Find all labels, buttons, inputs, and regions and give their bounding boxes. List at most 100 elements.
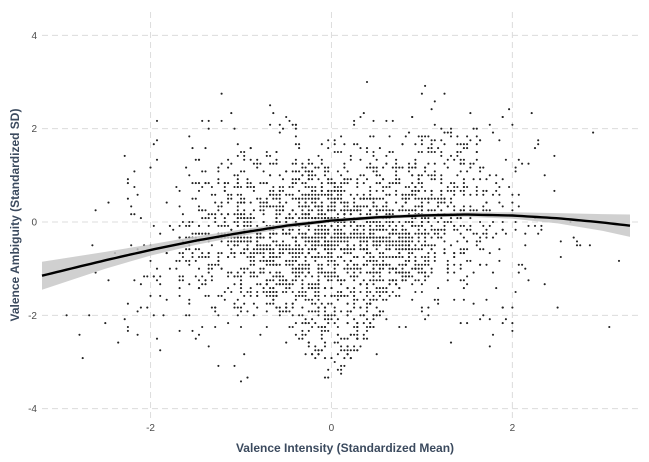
scatter-point (353, 263, 356, 266)
scatter-point (437, 205, 440, 208)
scatter-point (336, 224, 339, 227)
scatter-point (446, 267, 449, 270)
scatter-point (343, 224, 346, 227)
scatter-point (459, 248, 462, 251)
scatter-point (330, 294, 333, 297)
scatter-point (382, 166, 385, 169)
scatter-point (356, 143, 359, 146)
scatter-point (210, 275, 213, 278)
scatter-point (233, 213, 236, 216)
scatter-point (265, 150, 268, 154)
scatter-point (327, 252, 330, 255)
scatter-point (362, 224, 365, 227)
scatter-point (307, 341, 310, 344)
scatter-point (485, 228, 488, 231)
scatter-point (298, 244, 301, 247)
scatter-point (197, 248, 201, 251)
scatter-point (359, 306, 362, 309)
scatter-point (330, 224, 333, 227)
scatter-point (353, 325, 356, 329)
scatter-point (453, 205, 456, 208)
scatter-point (449, 127, 453, 130)
scatter-point (249, 182, 252, 185)
scatter-point (446, 185, 449, 189)
scatter-point (285, 217, 288, 220)
scatter-point (281, 279, 285, 282)
scatter-point (327, 209, 330, 212)
scatter-point (259, 271, 262, 274)
scatter-point (239, 290, 243, 294)
scatter-point (353, 236, 356, 239)
scatter-point (417, 232, 420, 235)
scatter-point (220, 205, 223, 208)
scatter-point (369, 213, 372, 216)
scatter-point (136, 193, 139, 196)
scatter-point (424, 275, 427, 278)
scatter-point (437, 147, 440, 150)
scatter-point (372, 154, 375, 157)
scatter-point (333, 209, 336, 212)
scatter-point (291, 279, 294, 282)
scatter-point (388, 193, 391, 196)
scatter-point (440, 182, 443, 185)
scatter-point (236, 213, 239, 216)
scatter-point (395, 240, 398, 243)
scatter-point (327, 368, 330, 371)
scatter-point (388, 263, 391, 266)
scatter-point (395, 224, 398, 227)
scatter-point (233, 283, 236, 286)
scatter-point (414, 205, 417, 208)
scatter-point (411, 248, 414, 251)
scatter-point (401, 275, 404, 278)
scatter-point (362, 228, 365, 231)
scatter-point (320, 325, 323, 329)
scatter-point (285, 244, 288, 247)
scatter-point (395, 294, 398, 297)
scatter-point (365, 205, 369, 208)
scatter-point (443, 220, 446, 224)
scatter-point (246, 224, 249, 227)
fit-line-layer (41, 213, 631, 277)
scatter-point (449, 220, 453, 224)
scatter-point (372, 275, 375, 278)
scatter-point (236, 240, 239, 243)
scatter-point (155, 337, 159, 340)
scatter-point (498, 248, 501, 251)
scatter-point (437, 298, 440, 301)
scatter-point (269, 154, 272, 157)
scatter-point (333, 139, 336, 142)
scatter-point (369, 135, 372, 138)
scatter-point (197, 189, 201, 192)
scatter-point (365, 337, 369, 340)
scatter-point (424, 279, 427, 282)
scatter-point (391, 244, 394, 247)
scatter-point (349, 232, 352, 235)
scatter-point (401, 205, 404, 208)
scatter-point (333, 306, 336, 309)
scatter-point (420, 232, 423, 235)
scatter-point (437, 228, 440, 231)
scatter-point (301, 205, 304, 208)
scatter-point (230, 193, 233, 196)
scatter-point (430, 228, 433, 231)
scatter-point (126, 178, 129, 181)
scatter-point (375, 209, 378, 212)
scatter-point (317, 283, 320, 286)
scatter-point (301, 213, 304, 216)
scatter-point (343, 209, 346, 212)
scatter-point (482, 205, 485, 208)
scatter-point (336, 325, 339, 329)
scatter-point (369, 209, 372, 212)
scatter-point (304, 333, 307, 336)
scatter-point (130, 213, 133, 216)
scatter-point (365, 236, 369, 239)
scatter-point (488, 318, 491, 321)
scatter-point (317, 271, 320, 274)
scatter-point (420, 205, 423, 208)
scatter-point (430, 178, 433, 181)
scatter-point (227, 182, 230, 185)
scatter-point (307, 263, 310, 266)
scatter-point (311, 353, 314, 356)
scatter-point (278, 314, 281, 317)
scatter-point (272, 290, 275, 294)
